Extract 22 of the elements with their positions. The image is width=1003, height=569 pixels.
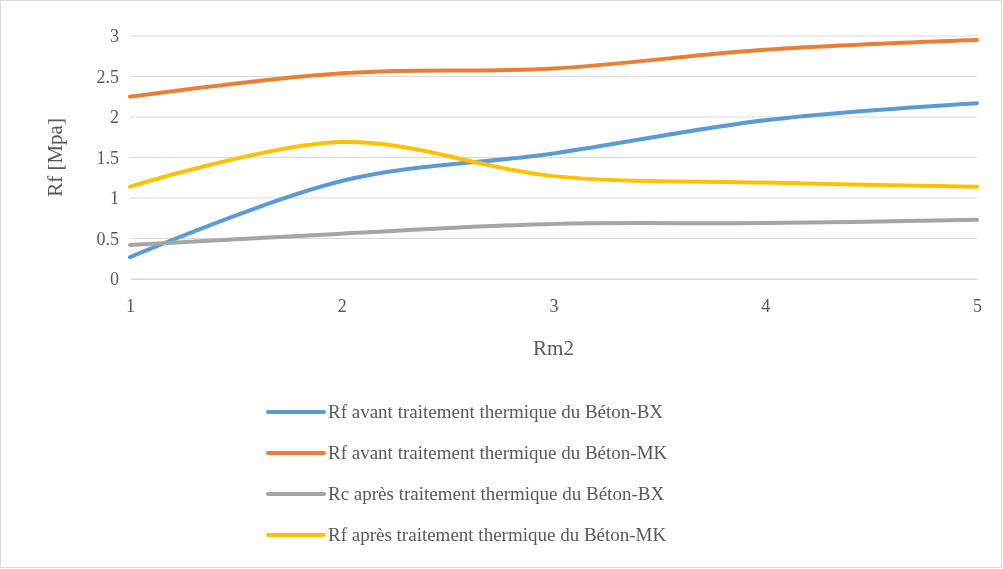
legend-label: Rc après traitement thermique du Béton-BX	[328, 483, 665, 504]
y-axis-title: Rf [Mpa]	[43, 118, 67, 197]
x-tick-label: 4	[761, 295, 771, 316]
y-tick-label: 0	[110, 269, 119, 290]
y-tick-label: 1	[110, 188, 119, 209]
x-axis-title: Rm2	[533, 336, 574, 360]
y-tick-label: 2.5	[96, 66, 119, 87]
x-tick-label: 2	[337, 295, 347, 316]
legend-label: Rf après traitement thermique du Béton-MK	[328, 524, 667, 545]
line-series	[128, 38, 979, 99]
x-tick-label: 3	[549, 295, 559, 316]
y-tick-label: 1.5	[96, 147, 119, 168]
line-series	[128, 101, 979, 260]
legend-label: Rf avant traitement thermique du Béton-BX	[328, 401, 664, 422]
y-tick-label: 3	[110, 26, 119, 47]
line-series	[128, 217, 979, 247]
y-tick-label: 2	[110, 107, 119, 128]
x-tick-label: 1	[126, 295, 135, 316]
line-series	[128, 140, 979, 189]
legend-label: Rf avant traitement thermique du Béton-MK	[328, 442, 668, 463]
y-tick-label: 0.5	[96, 228, 119, 249]
x-tick-label: 5	[973, 295, 982, 316]
